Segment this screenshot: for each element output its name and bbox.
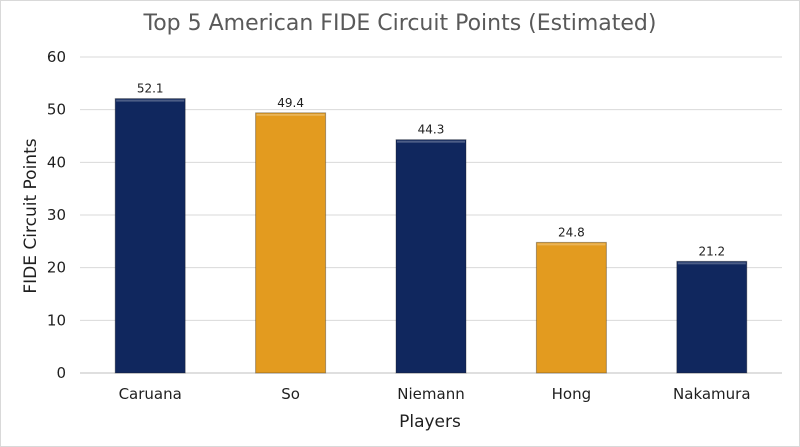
- y-axis-ticks: 0 10 20 30 40 50 60: [47, 48, 66, 382]
- bar-hong: [535, 241, 607, 374]
- y-tick-label: 20: [47, 259, 66, 277]
- data-labels: 52.1 49.4 44.3 24.8 21.2: [137, 82, 725, 259]
- x-axis-categories: Caruana So Niemann Hong Nakamura: [119, 385, 751, 403]
- y-tick-label: 60: [47, 48, 66, 66]
- data-label: 49.4: [277, 96, 304, 110]
- bar-caruana: [114, 98, 186, 374]
- y-axis-title: FIDE Circuit Points: [21, 138, 41, 293]
- x-axis-title: Players: [399, 412, 461, 432]
- bar-highlight: [116, 99, 185, 102]
- bar-so: [255, 112, 327, 374]
- data-label: 52.1: [137, 82, 164, 96]
- data-label: 21.2: [698, 244, 725, 258]
- y-tick-label: 40: [47, 153, 66, 171]
- data-label: 24.8: [558, 225, 585, 239]
- x-category-label: Niemann: [397, 385, 464, 403]
- y-tick-label: 50: [47, 101, 66, 119]
- y-tick-label: 0: [56, 364, 66, 382]
- y-tick-label: 30: [47, 206, 66, 224]
- data-label: 44.3: [418, 123, 445, 137]
- bars: [114, 98, 748, 374]
- bar-highlight: [256, 113, 325, 116]
- bar-nakamura: [676, 260, 748, 374]
- x-category-label: Nakamura: [673, 385, 751, 403]
- y-tick-label: 10: [47, 311, 66, 329]
- bar-highlight: [677, 262, 746, 265]
- x-category-label: Hong: [552, 385, 592, 403]
- bar-highlight: [397, 140, 465, 143]
- chart-title: Top 5 American FIDE Circuit Points (Esti…: [143, 11, 657, 36]
- bar-highlight: [537, 243, 606, 246]
- x-category-label: So: [281, 385, 300, 403]
- x-category-label: Caruana: [119, 385, 182, 403]
- bar-niemann: [395, 139, 467, 374]
